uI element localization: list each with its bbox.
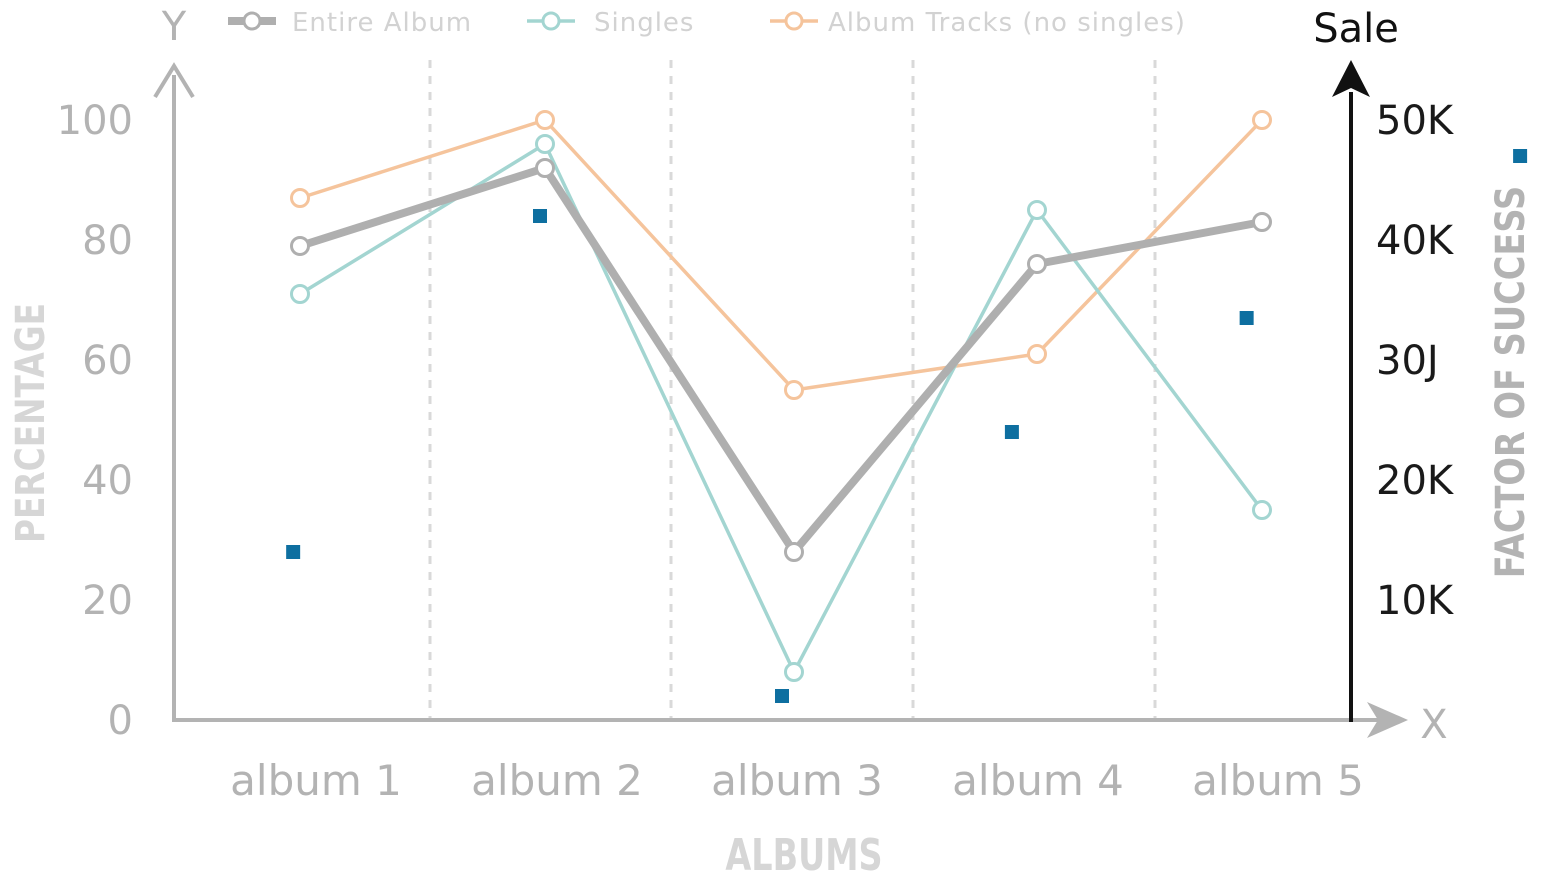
series-point <box>1252 500 1272 520</box>
success-point <box>533 209 547 223</box>
series-line <box>299 142 1264 674</box>
series-point <box>535 158 555 178</box>
legend-label: Entire Album <box>292 8 472 38</box>
series-line <box>298 164 1263 556</box>
left-tick-label: 0 <box>108 698 133 744</box>
right-axis-arrow <box>1332 60 1370 97</box>
success-point <box>1513 149 1528 163</box>
right-tick-label: 30J <box>1376 338 1439 384</box>
series-line <box>299 118 1264 392</box>
legend-label: Album Tracks (no singles) <box>828 8 1186 38</box>
right-tick-label: 10K <box>1376 578 1455 624</box>
y-axis-letter: Y <box>161 4 187 50</box>
series-point <box>784 542 804 562</box>
left-tick-label: 100 <box>57 98 133 144</box>
legend-marker <box>541 11 561 31</box>
series-point <box>1252 212 1272 232</box>
y-axis-arrow <box>153 62 195 99</box>
right-tick-label: 40K <box>1376 218 1455 264</box>
right-axis-title: FACTOR OF SUCCESS <box>1487 186 1534 578</box>
series-point <box>1027 254 1047 274</box>
success-point <box>1239 311 1254 325</box>
series-point <box>1027 200 1047 220</box>
legend-marker <box>242 11 262 31</box>
series-2 <box>290 110 1272 400</box>
series-0 <box>290 158 1272 562</box>
left-tick-label: 40 <box>82 458 133 504</box>
right-tick-labels: 10K 20K 30J 40K 50K <box>1376 98 1455 624</box>
category-label: album 4 <box>952 756 1124 805</box>
series-point <box>784 380 804 400</box>
series-point <box>290 236 310 256</box>
left-tick-label: 20 <box>82 578 133 624</box>
series-point <box>535 134 555 154</box>
series-point <box>535 110 555 130</box>
x-axis-title: ALBUMS <box>725 831 882 882</box>
factor-of-success-points <box>286 149 1528 703</box>
x-axis-arrow <box>1367 702 1408 738</box>
category-label: album 1 <box>230 756 402 805</box>
series-point <box>1252 110 1272 130</box>
right-tick-label: 20K <box>1376 458 1455 504</box>
legend-item: Album Tracks (no singles) <box>770 8 1186 38</box>
left-tick-label: 80 <box>82 218 133 264</box>
success-point <box>775 689 789 703</box>
series-1 <box>290 134 1272 682</box>
legend-label: Singles <box>594 8 694 38</box>
series-point <box>1027 344 1047 364</box>
category-label: album 2 <box>471 756 643 805</box>
series-point <box>784 662 804 682</box>
category-label: album 5 <box>1192 756 1364 805</box>
series-point <box>290 284 310 304</box>
y-axis-title: PERCENTAGE <box>7 303 54 543</box>
legend-item: Singles <box>527 8 694 38</box>
series-group <box>290 110 1272 682</box>
legend: Entire Album Singles Album Tracks (no sing… <box>228 8 1186 38</box>
x-axis-letter: X <box>1420 702 1447 748</box>
success-point <box>1004 425 1019 439</box>
grid-lines <box>428 60 1157 718</box>
success-point <box>286 545 301 559</box>
right-tick-label: 50K <box>1376 98 1455 144</box>
category-label: album 3 <box>711 756 883 805</box>
legend-marker <box>784 11 804 31</box>
series-point <box>290 188 310 208</box>
legend-item: Entire Album <box>228 8 472 38</box>
left-tick-labels: 0 20 40 60 80 100 <box>57 98 133 744</box>
category-labels: album 1 album 2 album 3 album 4 album 5 <box>230 756 1364 805</box>
left-tick-label: 60 <box>82 338 133 384</box>
right-axis-letter: Sale <box>1313 6 1399 52</box>
